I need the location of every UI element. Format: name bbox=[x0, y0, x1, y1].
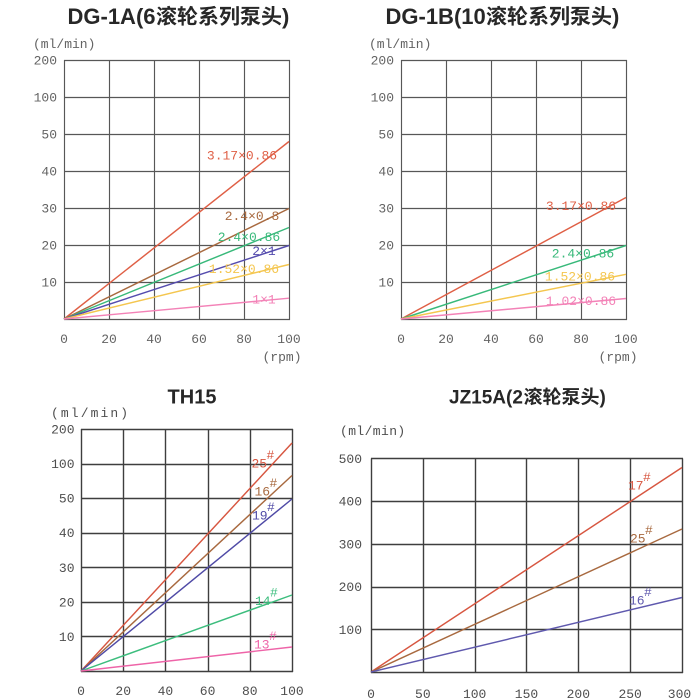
svg-text:40: 40 bbox=[146, 332, 162, 347]
svg-text:0: 0 bbox=[77, 684, 85, 699]
svg-text:40: 40 bbox=[483, 332, 499, 347]
svg-text:25: 25 bbox=[252, 457, 268, 472]
svg-text:200: 200 bbox=[567, 687, 590, 700]
svg-text:2.4×0.8: 2.4×0.8 bbox=[225, 209, 280, 224]
svg-text:25: 25 bbox=[630, 532, 646, 547]
svg-text:(rpm): (rpm) bbox=[262, 350, 301, 365]
svg-text:DG-1A(6: DG-1A(6 bbox=[68, 4, 156, 29]
svg-text:40: 40 bbox=[59, 526, 75, 541]
svg-text:40: 40 bbox=[378, 165, 394, 180]
svg-text:200: 200 bbox=[34, 54, 57, 69]
svg-text:16: 16 bbox=[255, 485, 271, 500]
svg-text:10: 10 bbox=[378, 276, 394, 291]
svg-text:#: # bbox=[270, 586, 278, 601]
svg-text:(ml/min): (ml/min) bbox=[33, 37, 95, 52]
svg-text:DG-1B(10: DG-1B(10 bbox=[386, 4, 486, 29]
svg-text:#: # bbox=[644, 585, 652, 600]
svg-text:1.52×0.86: 1.52×0.86 bbox=[545, 270, 615, 285]
svg-text:#: # bbox=[267, 500, 275, 515]
svg-text:): ) bbox=[600, 388, 606, 409]
svg-text:100: 100 bbox=[51, 457, 74, 472]
svg-text:30: 30 bbox=[41, 202, 57, 217]
svg-text:100: 100 bbox=[371, 91, 394, 106]
svg-text:30: 30 bbox=[59, 561, 75, 576]
svg-text:(ml/min): (ml/min) bbox=[340, 424, 406, 439]
svg-text:#: # bbox=[269, 629, 277, 644]
svg-text:TH15: TH15 bbox=[168, 387, 217, 409]
svg-text:10: 10 bbox=[41, 276, 57, 291]
svg-text:1.02×0.86: 1.02×0.86 bbox=[546, 294, 616, 309]
svg-text:20: 20 bbox=[59, 595, 75, 610]
svg-text:60: 60 bbox=[528, 332, 544, 347]
svg-text:14: 14 bbox=[255, 594, 271, 609]
svg-text:60: 60 bbox=[191, 332, 207, 347]
svg-text:(rpm): (rpm) bbox=[598, 350, 637, 365]
svg-text:400: 400 bbox=[339, 495, 362, 510]
svg-text:10: 10 bbox=[59, 630, 75, 645]
svg-text:19: 19 bbox=[252, 509, 268, 524]
svg-text:60: 60 bbox=[200, 684, 216, 699]
svg-text:100: 100 bbox=[339, 623, 362, 638]
svg-text:3.17×0.86: 3.17×0.86 bbox=[207, 149, 277, 164]
svg-text:#: # bbox=[645, 523, 653, 538]
svg-text:20: 20 bbox=[101, 332, 117, 347]
svg-text:0: 0 bbox=[397, 332, 405, 347]
svg-text:100: 100 bbox=[614, 332, 637, 347]
svg-text:): ) bbox=[612, 4, 619, 29]
svg-text:200: 200 bbox=[51, 423, 74, 438]
svg-text:200: 200 bbox=[371, 54, 394, 69]
svg-text:17: 17 bbox=[628, 479, 644, 494]
svg-text:300: 300 bbox=[339, 537, 362, 552]
svg-text:100: 100 bbox=[463, 687, 486, 700]
svg-text:50: 50 bbox=[378, 128, 394, 143]
svg-text:50: 50 bbox=[41, 128, 57, 143]
svg-text:20: 20 bbox=[438, 332, 454, 347]
svg-text:80: 80 bbox=[236, 332, 252, 347]
svg-text:2.4×0.86: 2.4×0.86 bbox=[552, 247, 614, 262]
svg-text:#: # bbox=[267, 448, 275, 463]
svg-text:500: 500 bbox=[339, 452, 362, 467]
svg-text:250: 250 bbox=[618, 687, 641, 700]
svg-text:3.17×0.86: 3.17×0.86 bbox=[546, 199, 616, 214]
svg-text:30: 30 bbox=[378, 202, 394, 217]
svg-text:JZ15A(2: JZ15A(2 bbox=[449, 388, 523, 409]
svg-text:(ml/min): (ml/min) bbox=[369, 37, 431, 52]
svg-text:150: 150 bbox=[515, 687, 538, 700]
svg-text:0: 0 bbox=[367, 687, 375, 700]
svg-text:13: 13 bbox=[254, 638, 270, 653]
svg-text:40: 40 bbox=[158, 684, 174, 699]
svg-text:20: 20 bbox=[41, 239, 57, 254]
svg-text:100: 100 bbox=[280, 684, 303, 699]
svg-text:2×1: 2×1 bbox=[252, 244, 276, 259]
svg-text:#: # bbox=[270, 476, 278, 491]
svg-text:80: 80 bbox=[242, 684, 258, 699]
svg-text:50: 50 bbox=[415, 687, 431, 700]
svg-text:(ml/min): (ml/min) bbox=[51, 406, 130, 421]
svg-text:16: 16 bbox=[629, 594, 645, 609]
svg-text:50: 50 bbox=[59, 492, 75, 507]
svg-text:20: 20 bbox=[115, 684, 131, 699]
svg-text:100: 100 bbox=[34, 91, 57, 106]
svg-text:#: # bbox=[643, 470, 651, 485]
svg-text:20: 20 bbox=[378, 239, 394, 254]
svg-text:2.4×0.86: 2.4×0.86 bbox=[218, 230, 280, 245]
svg-text:40: 40 bbox=[41, 165, 57, 180]
svg-text:0: 0 bbox=[60, 332, 68, 347]
svg-text:80: 80 bbox=[573, 332, 589, 347]
svg-text:200: 200 bbox=[339, 580, 362, 595]
svg-text:300: 300 bbox=[668, 687, 691, 700]
svg-text:): ) bbox=[282, 4, 289, 29]
svg-text:100: 100 bbox=[277, 332, 300, 347]
svg-text:1×1: 1×1 bbox=[252, 293, 276, 308]
svg-text:1.52×0.86: 1.52×0.86 bbox=[209, 262, 279, 277]
